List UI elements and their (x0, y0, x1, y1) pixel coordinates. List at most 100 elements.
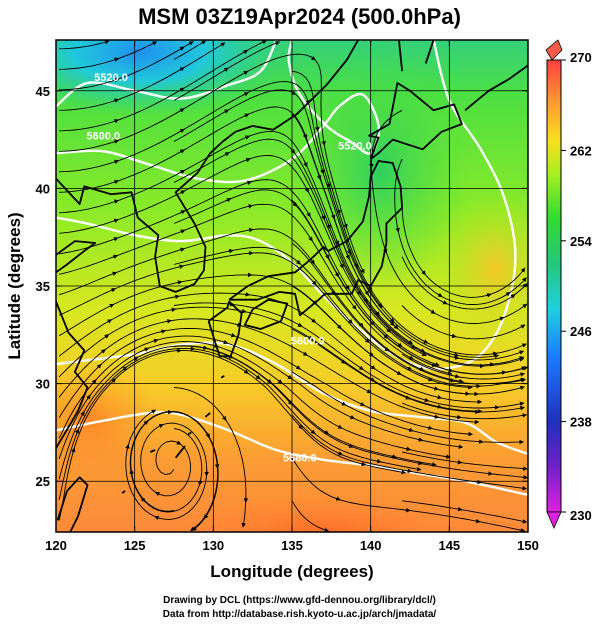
streamline-arrow (326, 181, 331, 189)
streamline-arrow (176, 440, 182, 445)
streamline-arrow (244, 135, 250, 140)
streamline-arrow (347, 319, 353, 324)
x-axis-ticks: 120 125 130 135 140 145 150 (45, 40, 539, 553)
streamline-arrow (349, 415, 356, 420)
streamline-arrow (246, 180, 252, 185)
height-contour-line (56, 341, 528, 456)
x-tick-label: 125 (124, 538, 146, 553)
streamline-arrow (451, 333, 457, 339)
streamline (173, 345, 528, 480)
streamline-arrow (143, 420, 149, 425)
streamline-arrow (408, 355, 414, 360)
streamline-arrow (302, 132, 308, 140)
streamline (401, 305, 526, 340)
streamline-arrow (436, 394, 443, 400)
height-contour-line (56, 40, 380, 184)
y-tick-label: 35 (36, 279, 50, 294)
streamline-arrow (325, 253, 330, 260)
coastline (56, 240, 97, 274)
streamline-arrow (245, 157, 251, 163)
streamline-arrow (71, 447, 76, 454)
streamline-arrow (113, 159, 120, 164)
streamline-arrow (189, 346, 196, 351)
streamline-arrow (360, 461, 367, 467)
coastline (56, 40, 359, 293)
y-tick-label: 45 (36, 84, 50, 99)
streamline-arrow (410, 344, 416, 349)
streamline (291, 156, 525, 367)
streamline-arrow (243, 113, 250, 118)
colorbar-tick-label: 262 (570, 143, 592, 158)
streamline (173, 138, 525, 366)
contour-label: 5600.0 (291, 336, 325, 348)
streamline-arrow (166, 319, 172, 324)
coastline (243, 298, 289, 330)
streamline-arrow (255, 374, 261, 380)
streamline-arrow (476, 479, 482, 485)
colorbar-tick-label: 246 (570, 324, 592, 339)
streamline-arrow (296, 259, 301, 265)
x-tick-label: 135 (281, 538, 303, 553)
coastline (204, 412, 211, 418)
streamline (59, 203, 453, 376)
streamline (291, 500, 330, 532)
streamline-arrow (341, 401, 347, 406)
streamline-arrow (326, 223, 331, 230)
streamline-arrow (277, 379, 283, 384)
streamline (59, 155, 427, 357)
streamline-arrow (310, 55, 316, 61)
streamline (59, 53, 365, 274)
streamline-arrow (158, 423, 164, 429)
coastline (220, 375, 225, 379)
streamline-arrow (179, 247, 186, 252)
colorbar-tick-label: 270 (570, 50, 592, 65)
streamline-arrow (179, 169, 186, 175)
colorbar-tick-label: 230 (570, 508, 592, 523)
streamline-arrow (247, 204, 254, 209)
x-tick-label: 140 (360, 538, 382, 553)
streamline-arrow (456, 414, 462, 420)
streamline-arrow (311, 280, 317, 286)
streamline (291, 70, 527, 356)
streamline-arrow (453, 355, 460, 360)
streamline-arrow (346, 248, 352, 255)
y-tick-label: 25 (36, 474, 50, 489)
streamline-arrow (323, 430, 330, 435)
streamline (401, 207, 526, 298)
streamline-arrow (113, 78, 120, 83)
streamline-arrow (417, 437, 424, 442)
streamline-arrow (310, 429, 316, 435)
x-tick-label: 120 (45, 538, 67, 553)
streamline-arrow (363, 297, 368, 303)
streamline-arrow (345, 253, 350, 260)
streamline-arrow (337, 451, 343, 456)
streamline-arrow (243, 91, 249, 97)
streamline-arrow (125, 444, 130, 451)
streamline-arrow (500, 370, 507, 375)
streamline (59, 40, 110, 50)
streamline-arrow (510, 294, 516, 299)
streamline-arrow (423, 339, 429, 344)
colorbar-tick-label: 254 (570, 234, 592, 249)
coastlines (56, 40, 528, 532)
streamline-arrow (222, 415, 227, 421)
streamline-arrow (389, 321, 395, 327)
streamline-arrow (205, 432, 210, 439)
streamline (58, 228, 464, 384)
streamline (173, 40, 207, 60)
streamline-arrow (405, 507, 411, 513)
streamline-arrow (405, 446, 412, 452)
streamline-arrow (243, 70, 249, 76)
streamline-arrow (297, 322, 303, 327)
streamline-arrow (113, 98, 120, 103)
streamline-arrow (492, 351, 498, 356)
streamline (173, 246, 526, 387)
streamline (401, 402, 528, 420)
streamline-arrow (179, 46, 185, 51)
streamline-arrow (179, 149, 185, 154)
streamline-arrow (386, 327, 392, 333)
x-tick-label: 145 (438, 538, 460, 553)
streamline (59, 42, 226, 111)
streamline-arrow (358, 365, 364, 371)
streamline-arrow (244, 292, 251, 297)
